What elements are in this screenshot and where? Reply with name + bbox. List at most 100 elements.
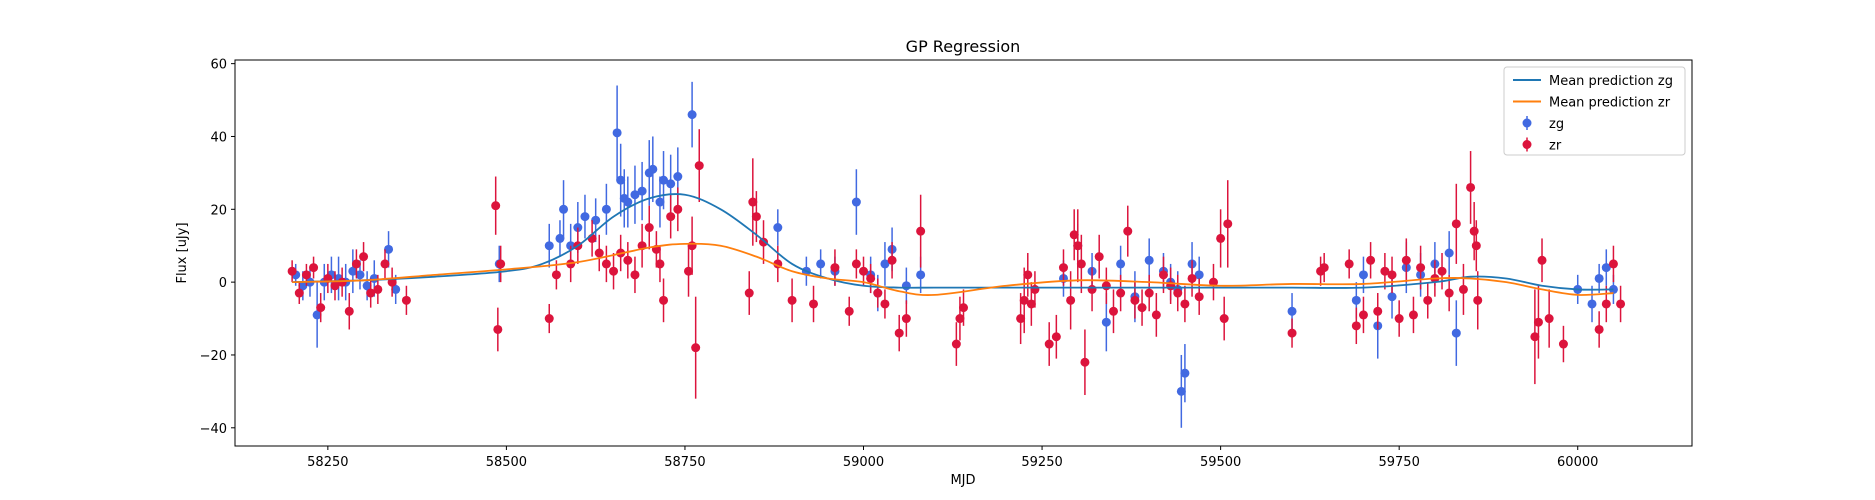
legend-marker-swatch xyxy=(1522,140,1532,149)
data-point-zr xyxy=(1051,332,1061,342)
data-point-zr xyxy=(351,259,361,269)
data-point-zg xyxy=(298,281,308,291)
data-point-zr xyxy=(1026,299,1036,309)
data-point-zr xyxy=(866,273,876,283)
data-point-zr xyxy=(1344,259,1354,269)
data-point-zr xyxy=(955,314,965,324)
data-point-zg xyxy=(1444,248,1454,258)
data-point-zr xyxy=(687,241,697,251)
data-point-zr xyxy=(1030,284,1040,294)
data-point-zr xyxy=(1601,299,1611,309)
data-point-zr xyxy=(623,255,633,265)
data-point-zg xyxy=(1287,306,1297,316)
data-point-zr xyxy=(344,306,354,316)
data-point-zr xyxy=(496,259,506,269)
data-point-zg xyxy=(655,197,665,207)
data-point-zr xyxy=(809,299,819,309)
data-point-zg xyxy=(1176,386,1186,396)
data-point-zg xyxy=(384,244,394,254)
data-point-zr xyxy=(1373,306,1383,316)
legend-entry-label: Mean prediction zr xyxy=(1549,96,1671,111)
data-point-zr xyxy=(1423,295,1433,305)
data-point-zr xyxy=(1173,288,1183,298)
data-point-zr xyxy=(659,295,669,305)
data-point-zg xyxy=(816,259,826,269)
x-axis-label: MJD xyxy=(950,473,975,488)
data-point-zg xyxy=(659,175,669,185)
data-point-zr xyxy=(1358,310,1368,320)
data-point-zr xyxy=(1319,263,1329,273)
data-point-zr xyxy=(380,259,390,269)
data-point-zg xyxy=(687,110,697,120)
data-point-zr xyxy=(1151,310,1161,320)
data-point-zr xyxy=(751,212,761,222)
data-point-zr xyxy=(1076,259,1086,269)
data-point-zr xyxy=(1016,314,1026,324)
data-point-zr xyxy=(1533,317,1543,327)
data-point-zg xyxy=(348,266,358,276)
data-point-zr xyxy=(1530,332,1540,342)
data-point-zr xyxy=(1101,281,1111,291)
data-point-zr xyxy=(1069,230,1079,240)
data-point-zg xyxy=(612,128,622,138)
data-point-zg xyxy=(916,270,926,280)
x-tick-label: 59500 xyxy=(1200,455,1241,470)
data-point-zr xyxy=(1466,182,1476,192)
plot-frame xyxy=(234,59,1693,447)
data-point-zg xyxy=(1594,273,1604,283)
data-point-zg xyxy=(391,284,401,294)
data-point-zg xyxy=(623,197,633,207)
data-point-zg xyxy=(666,179,676,189)
data-point-zr xyxy=(609,266,619,276)
data-point-zr xyxy=(684,266,694,276)
data-point-zg xyxy=(1101,317,1111,327)
data-point-zg xyxy=(901,281,911,291)
data-point-zr xyxy=(594,248,604,258)
data-point-zg xyxy=(1387,292,1397,302)
y-axis-label: Flux [uJy] xyxy=(175,222,190,283)
data-point-zr xyxy=(644,223,654,233)
data-point-zg xyxy=(630,190,640,200)
data-point-zr xyxy=(287,266,297,276)
x-tick-label: 60000 xyxy=(1557,455,1598,470)
data-point-zr xyxy=(691,343,701,353)
data-point-zr xyxy=(951,339,961,349)
data-point-zg xyxy=(1144,255,1154,265)
data-point-zr xyxy=(1116,288,1126,298)
data-point-zg xyxy=(1601,263,1611,273)
data-point-zg xyxy=(773,223,783,233)
data-point-zg xyxy=(1194,270,1204,280)
legend-box xyxy=(1503,66,1686,156)
data-point-zr xyxy=(1616,299,1626,309)
data-point-zr xyxy=(1194,292,1204,302)
y-axis: −40 −20 0 20 40 60 xyxy=(200,58,235,437)
data-point-zr xyxy=(744,288,754,298)
data-point-zr xyxy=(330,281,340,291)
data-point-zg xyxy=(555,233,565,243)
data-point-zr xyxy=(901,314,911,324)
data-point-zr xyxy=(294,288,304,298)
data-point-zr xyxy=(630,270,640,280)
data-point-zr xyxy=(551,270,561,280)
x-tick-label: 58750 xyxy=(664,455,705,470)
y-tick-label: −40 xyxy=(200,422,227,437)
data-point-zr xyxy=(1558,339,1568,349)
data-point-zr xyxy=(1094,252,1104,262)
data-point-zg xyxy=(591,215,601,225)
data-point-zr xyxy=(1366,255,1376,265)
data-point-zr xyxy=(1087,284,1097,294)
data-point-zr xyxy=(1058,263,1068,273)
data-point-zg xyxy=(312,310,322,320)
data-point-zr xyxy=(1108,306,1118,316)
data-point-zr xyxy=(1158,270,1168,280)
data-point-zr xyxy=(401,295,411,305)
y-tick-label: 20 xyxy=(210,203,227,218)
data-point-zr xyxy=(1044,339,1054,349)
data-point-zr xyxy=(493,324,503,334)
data-point-zr xyxy=(673,204,683,214)
data-point-zr xyxy=(301,270,311,280)
data-point-zr xyxy=(1123,226,1133,236)
data-point-zr xyxy=(880,299,890,309)
plot-area xyxy=(287,81,1626,428)
data-point-zg xyxy=(1451,328,1461,338)
